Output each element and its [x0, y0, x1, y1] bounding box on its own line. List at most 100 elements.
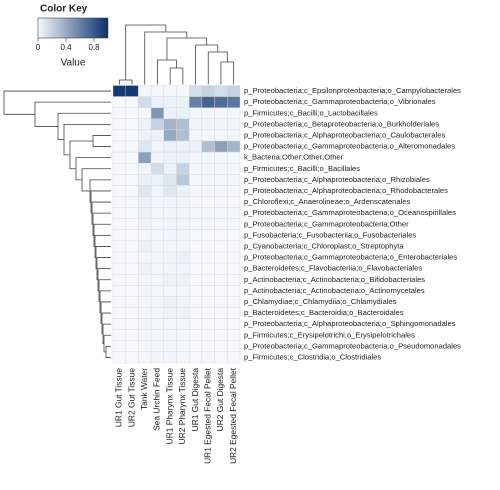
heat-cell [138, 318, 152, 330]
heat-cell [227, 318, 241, 330]
heat-cell [163, 229, 177, 242]
heat-cell [138, 274, 152, 286]
heat-cell [227, 218, 241, 230]
heat-cell [214, 107, 228, 119]
column-label: UR2 Egested Fecal Pellet [228, 367, 238, 464]
heat-cell [188, 140, 203, 153]
heat-cell [150, 118, 165, 131]
heat-cell [176, 274, 190, 286]
heat-cell [163, 118, 177, 131]
heat-cell [112, 196, 126, 208]
heat-cell [163, 240, 177, 253]
heat-cell [125, 129, 139, 142]
heat-cell [112, 340, 126, 353]
heat-cell [138, 151, 152, 164]
heat-cell [214, 318, 228, 330]
row-dendrogram [92, 135, 111, 147]
heat-cell [138, 196, 152, 208]
heat-cell [188, 329, 203, 342]
row-label: p_Proteobacteria;c_Gammaproteobacteria;o… [244, 142, 455, 151]
heat-cell [188, 162, 203, 175]
heat-cell [163, 85, 177, 97]
heat-cell [188, 207, 203, 219]
key-tick-label: 0.8 [88, 43, 100, 52]
column-dendrogram [220, 61, 235, 85]
heat-cell [112, 240, 126, 253]
heat-cell [150, 140, 165, 153]
heat-cell [163, 107, 177, 119]
heat-cell [163, 151, 177, 164]
row-label: p_Proteobacteria;c_Gammaproteobacteria;o… [244, 341, 461, 350]
column-label: UR1 Gut Digesta [190, 368, 200, 432]
heat-cell [112, 262, 126, 275]
heat-cell [176, 262, 190, 275]
heat-cell [214, 151, 228, 164]
heat-cell [138, 329, 152, 342]
heat-cell [214, 307, 228, 319]
column-dendrogram [207, 51, 228, 85]
heat-cell [125, 218, 139, 230]
heat-cell [188, 318, 203, 330]
row-label: p_Firmicutes;c_Clostridia;o_Clostridiale… [244, 352, 381, 361]
heat-cell [227, 185, 241, 197]
heat-cell [138, 307, 152, 319]
heat-cell [125, 307, 139, 319]
heat-cell [214, 296, 228, 308]
heat-cell [201, 218, 215, 230]
row-dendrogram [69, 140, 93, 170]
row-dendrogram [63, 123, 111, 156]
heat-cell [112, 118, 126, 131]
heat-cell [163, 329, 177, 342]
heat-cell [214, 207, 228, 219]
heat-cell [188, 107, 203, 119]
row-label: p_Bacteroidetes;c_Flavobacteriia;o_Flavo… [244, 264, 422, 273]
heat-cell [163, 262, 177, 275]
heat-cell [188, 229, 203, 242]
heat-cell [188, 262, 203, 275]
heat-cell [150, 307, 165, 319]
heat-cell [125, 207, 139, 219]
heat-cell [150, 196, 165, 208]
heat-cell [150, 229, 165, 242]
heat-cell [227, 329, 241, 342]
heat-cell [150, 251, 165, 264]
heat-cell [227, 174, 241, 186]
heat-cell [125, 329, 139, 342]
heat-cell [201, 174, 215, 186]
heat-cell [188, 274, 203, 286]
heat-cell [125, 229, 139, 242]
heat-cell [176, 174, 190, 186]
heat-cell [138, 229, 152, 242]
heat-cell [227, 274, 241, 286]
heat-cell [138, 340, 152, 353]
heat-cell [176, 296, 190, 308]
heat-cell [176, 285, 190, 297]
heat-cell [163, 96, 177, 108]
heat-cell [227, 262, 241, 275]
heat-cell [201, 274, 215, 286]
heat-cell [214, 174, 228, 186]
heat-cell [201, 140, 215, 153]
heat-cell [214, 251, 228, 264]
heat-cell [227, 96, 241, 108]
heat-cell [201, 207, 215, 219]
heat-cell [201, 229, 215, 242]
heat-cell [163, 285, 177, 297]
heat-cell [138, 218, 152, 230]
heat-cell [201, 296, 215, 308]
heat-cell [150, 318, 165, 330]
row-label: p_Proteobacteria;c_Gammaproteobacteria;o… [244, 253, 457, 262]
heat-cell [188, 296, 203, 308]
heat-cell [176, 151, 190, 164]
heat-cell [112, 85, 126, 97]
heat-cell [138, 162, 152, 175]
heat-cell [227, 296, 241, 308]
heat-cell [176, 340, 190, 353]
heat-cell [112, 296, 126, 308]
heat-cell [188, 118, 203, 131]
heat-cell [112, 229, 126, 242]
heat-cell [138, 240, 152, 253]
row-label: p_Proteobacteria;c_Betaproteobacteria;o_… [244, 119, 439, 128]
heat-cell [112, 162, 126, 175]
